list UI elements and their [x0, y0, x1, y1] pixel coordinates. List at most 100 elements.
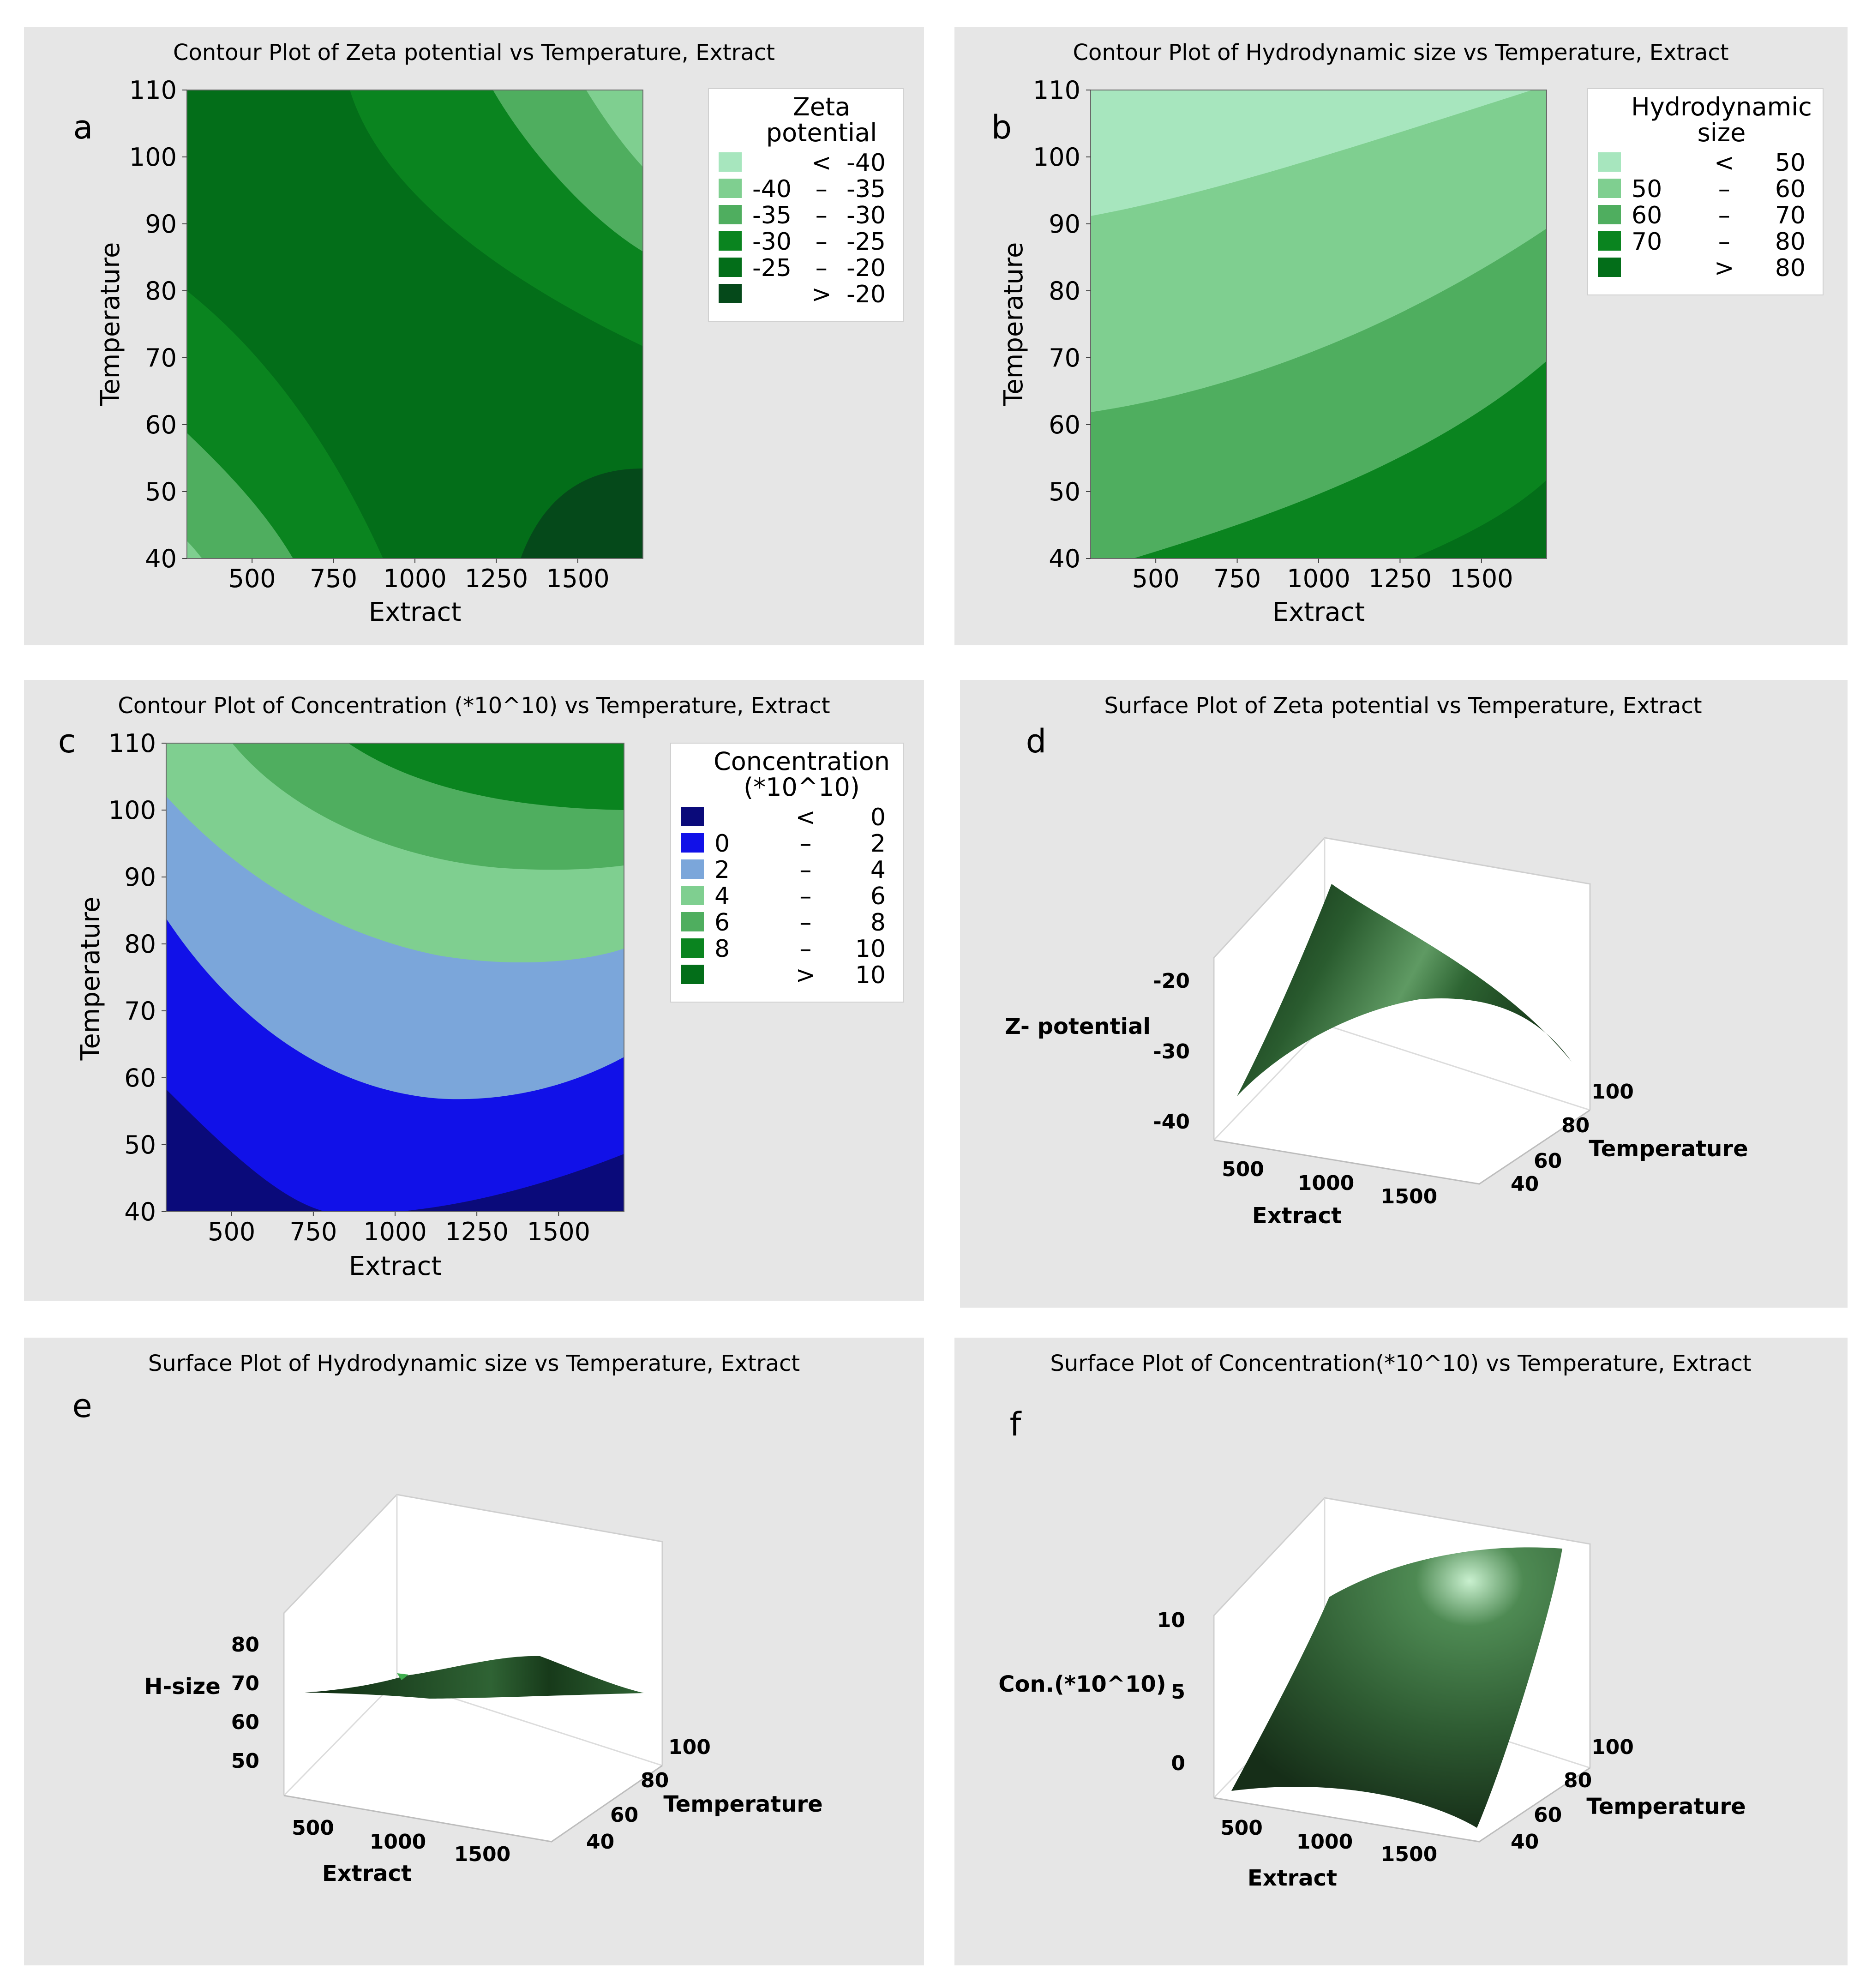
panel-d-ztick-label: -30: [1153, 1040, 1190, 1063]
panel-b-ytick-label: 80: [1049, 276, 1080, 306]
panel-b-legend-low: 60: [1632, 202, 1662, 229]
panel-a-ytick-label: 110: [129, 76, 177, 105]
panel-b-legend-swatch: [1598, 258, 1621, 277]
panel-a-ytick-label: 100: [129, 143, 177, 172]
panel-d-ztick-label: -20: [1153, 969, 1190, 993]
panel-e-box-front-edges: [283, 1765, 663, 1843]
panel-b-ytick-label: 60: [1049, 410, 1080, 439]
panel-d-xtick-label: 500: [1222, 1158, 1264, 1181]
panel-a-axes: 500 750 1000 1250 1500 40 50 60 70 80 90 100 110: [129, 76, 643, 593]
panel-d-ytick-label: 60: [1534, 1149, 1562, 1173]
panel-c-ytick-label: 80: [124, 930, 156, 959]
panel-e-ztick-label: 70: [231, 1672, 259, 1695]
panel-c-legend-box: [670, 743, 904, 1003]
panel-c-xlabel: Extract: [349, 1251, 442, 1281]
panel-f-ytick-label: 40: [1511, 1830, 1539, 1854]
panel-d-box-floor-edge: [1324, 1024, 1590, 1111]
panel-f-ytick-label: 60: [1534, 1803, 1562, 1827]
panel-d-ytick-label: 80: [1561, 1114, 1590, 1137]
panel-d-zlabel: Z- potential: [1005, 1014, 1151, 1039]
panel-e-xlabel: Extract: [322, 1861, 412, 1886]
panel-e-ytick-label: 60: [610, 1803, 638, 1827]
panel-a-legend-title: Zeta: [793, 92, 850, 121]
panel-a-xtick-label: 500: [228, 564, 276, 593]
panel-b-letter: b: [991, 108, 1012, 146]
panel-b-legend-low: 70: [1632, 228, 1662, 256]
panel-a-legend-symbol: –: [816, 228, 828, 256]
panel-a-legend-low: -30: [752, 228, 792, 256]
panel-c-ytick-label: 50: [124, 1130, 156, 1159]
panel-b-xtick-label: 500: [1132, 564, 1180, 593]
panel-b-xlabel: Extract: [1272, 597, 1365, 627]
panel-c-legend-high: 0: [870, 804, 886, 831]
panel-c-legend-symbol: –: [799, 856, 811, 884]
panel-b-legend-high: 70: [1775, 202, 1806, 229]
panel-b-xtick-label: 750: [1213, 564, 1261, 593]
panel-c-legend-swatch: [681, 965, 704, 984]
panel-f-letter: f: [1010, 1405, 1022, 1443]
panel-c-xtick-label: 500: [208, 1217, 255, 1246]
panel-c-legend-swatch: [681, 938, 704, 958]
panel-b-legend-symbol: –: [1718, 175, 1730, 203]
panel-f-ytick-label: 80: [1564, 1769, 1592, 1792]
panel-f-title: Surface Plot of Concentration(*10^10) vs…: [1050, 1351, 1751, 1376]
panel-e-ztick-label: 80: [231, 1633, 259, 1657]
panel-e: Surface Plot of Hydrodynamic size vs Tem…: [24, 1338, 924, 1965]
panel-b-legend-symbol: –: [1718, 228, 1730, 256]
region-hsize-70-to-80: [1133, 361, 1547, 559]
panel-c-ylabel: Temperature: [76, 897, 106, 1061]
panel-a-xtick-label: 750: [310, 564, 357, 593]
panel-d-ytick-label: 100: [1591, 1080, 1634, 1104]
panel-a-legend-swatch: [719, 231, 742, 251]
panel-a-legend-symbol: <: [811, 149, 832, 177]
panel-a-xtick-label: 1250: [465, 564, 528, 593]
panel-c-legend-high: 4: [870, 856, 886, 884]
panel-a-ytick-label: 50: [145, 477, 177, 506]
panel-c-legend-swatch: [681, 886, 704, 905]
panel-a-legend-symbol: –: [816, 254, 828, 282]
region-zeta--40-to--35-low: [187, 541, 202, 559]
panel-a-legend-high: -35: [846, 175, 886, 203]
panel-b-xtick-label: 1250: [1368, 564, 1432, 593]
panel-a-legend-swatch: [719, 205, 742, 224]
panel-c-legend-symbol: –: [799, 935, 811, 963]
panel-f-ylabel: Temperature: [1586, 1794, 1746, 1820]
panel-c-legend-low: 6: [714, 909, 730, 937]
panel-b-legend-title: Hydrodynamic: [1631, 92, 1812, 121]
panel-a-legend-swatch: [719, 258, 742, 277]
panel-a-letter: a: [73, 108, 93, 146]
panel-f-ytick-label: 100: [1591, 1736, 1634, 1759]
region-zeta--40-to--35-high: [586, 90, 643, 167]
panel-c-legend-swatch: [681, 912, 704, 931]
panel-c-legend-high: 10: [855, 935, 886, 963]
panel-c-legend-low: 0: [714, 830, 730, 858]
panel-e-ytick-label: 40: [586, 1830, 614, 1854]
panel-d-xtick-label: 1000: [1298, 1171, 1354, 1195]
panel-d-ztick-label: -40: [1153, 1110, 1190, 1134]
panel-b-legend-symbol: <: [1714, 149, 1734, 177]
panel-b-legend-swatch: [1598, 205, 1621, 224]
panel-b-ytick-label: 50: [1049, 477, 1080, 506]
panel-a-ylabel: Temperature: [96, 242, 126, 407]
panel-f-box-front-edges: [1213, 1767, 1590, 1843]
panel-a: Contour Plot of Zeta potential vs Temper…: [24, 27, 924, 645]
panel-f-xtick-label: 500: [1220, 1816, 1263, 1840]
panel-f-zlabel: Con.(*10^10): [998, 1671, 1166, 1697]
panel-a-xtick-label: 1500: [546, 564, 609, 593]
panel-a-legend-symbol: >: [811, 281, 832, 308]
panel-a-legend-swatch: [719, 179, 742, 198]
panel-d-box-front-edges: [1213, 1109, 1590, 1185]
region-zeta--35-to--30-low: [187, 433, 293, 559]
panel-a-xlabel: Extract: [369, 597, 462, 627]
panel-c-ytick-label: 70: [124, 997, 156, 1026]
panel-c-ytick-label: 90: [124, 863, 156, 892]
panel-a-legend-low: -35: [752, 202, 792, 229]
panel-b-ytick-label: 40: [1049, 544, 1080, 573]
panel-e-ztick-label: 50: [231, 1749, 259, 1773]
panel-b-legend-swatch: [1598, 179, 1621, 198]
panel-b-legend-symbol: >: [1714, 254, 1734, 282]
panel-a-legend-symbol: –: [816, 175, 828, 203]
